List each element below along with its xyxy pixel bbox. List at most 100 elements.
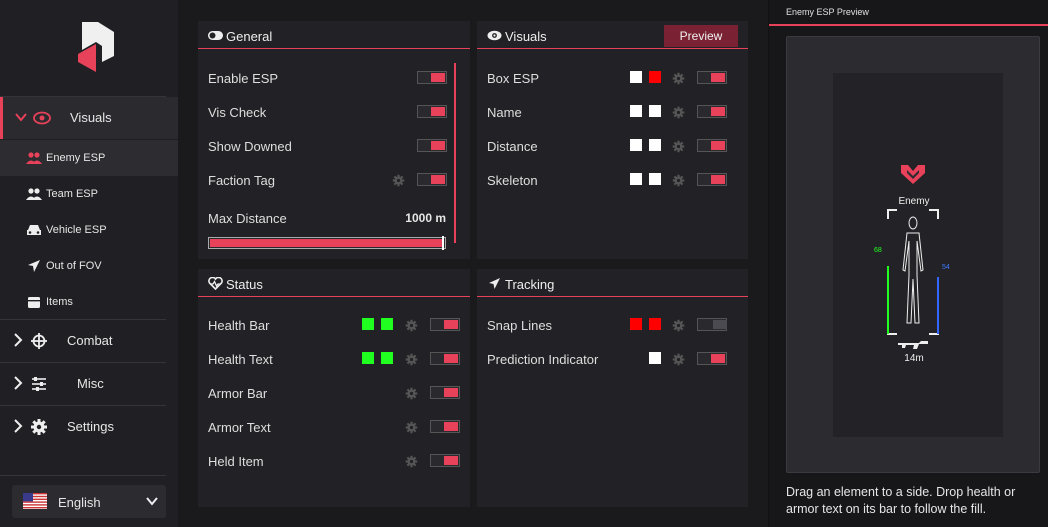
panel-header: Status <box>198 269 470 297</box>
row-show-downed: Show Downed <box>198 135 470 157</box>
armor-text-toggle[interactable] <box>430 420 460 433</box>
row-label: Armor Bar <box>208 386 268 401</box>
preview-box[interactable] <box>887 209 939 335</box>
preview-drop-zone[interactable] <box>833 73 1003 437</box>
gear-icon[interactable] <box>672 140 685 153</box>
gear-icon[interactable] <box>672 72 685 85</box>
gear-icon[interactable] <box>405 455 418 468</box>
box-icon <box>28 297 40 308</box>
color-swatch[interactable] <box>649 105 661 117</box>
box-esp-toggle[interactable] <box>697 71 727 84</box>
nav-combat[interactable]: Combat <box>0 320 178 362</box>
held-item-toggle[interactable] <box>430 454 460 467</box>
color-swatch[interactable] <box>630 173 642 185</box>
color-swatch[interactable] <box>381 352 393 364</box>
max-distance-slider[interactable] <box>208 236 446 250</box>
color-swatch[interactable] <box>649 318 661 330</box>
preview-enemy-name[interactable]: Enemy <box>898 196 930 207</box>
arrow-icon <box>489 278 500 289</box>
nav-sub-enemy-esp[interactable]: Enemy ESP <box>0 140 178 176</box>
nav-misc[interactable]: Misc <box>0 363 178 405</box>
gear-icon[interactable] <box>405 387 418 400</box>
nav-sub-out-of-fov[interactable]: Out of FOV <box>0 248 178 284</box>
preview-button[interactable]: Preview <box>664 25 738 47</box>
color-swatch[interactable] <box>630 105 642 117</box>
color-swatch[interactable] <box>362 318 374 330</box>
color-swatch[interactable] <box>649 71 661 83</box>
color-swatch[interactable] <box>630 139 642 151</box>
color-swatch[interactable] <box>630 318 642 330</box>
gear-icon[interactable] <box>405 353 418 366</box>
row-max-distance: Max Distance 1000 m <box>198 207 470 229</box>
health-text-toggle[interactable] <box>430 352 460 365</box>
gear-icon[interactable] <box>672 353 685 366</box>
enable-esp-toggle[interactable] <box>417 71 447 84</box>
preview-distance[interactable]: 14m <box>904 353 924 364</box>
row-label: Max Distance <box>208 211 287 226</box>
gear-icon[interactable] <box>405 319 418 332</box>
settings-area: General Enable ESP Vis Check Show Downed… <box>190 0 760 527</box>
gear-icon <box>31 419 47 435</box>
rifle-icon[interactable] <box>897 340 929 350</box>
car-icon <box>27 225 41 235</box>
nav-visuals[interactable]: Visuals <box>0 97 178 139</box>
gear-icon[interactable] <box>672 319 685 332</box>
row-snap-lines: Snap Lines <box>477 314 748 336</box>
color-swatch[interactable] <box>630 71 642 83</box>
nav-sub-team-esp[interactable]: Team ESP <box>0 176 178 212</box>
us-flag-icon <box>23 493 47 509</box>
name-toggle[interactable] <box>697 105 727 118</box>
preview-canvas[interactable]: Enemy 68 54 14m <box>786 36 1040 473</box>
nav-settings[interactable]: Settings <box>0 406 178 448</box>
color-swatch[interactable] <box>649 352 661 364</box>
sidebar: Visuals Enemy ESP Team ESP Vehicle ESP O… <box>0 0 178 527</box>
nav-sub-label: Vehicle ESP <box>46 224 107 236</box>
row-armor-bar: Armor Bar <box>198 382 470 404</box>
arrow-icon <box>28 260 40 272</box>
nav-sub-label: Out of FOV <box>46 260 102 272</box>
preview-divider <box>769 24 1048 26</box>
armor-text[interactable]: 54 <box>942 264 950 271</box>
skeleton-figure <box>902 216 924 324</box>
tracking-panel: Tracking Snap Lines Prediction Indicator <box>477 269 748 507</box>
row-label: Health Text <box>208 352 273 367</box>
nav-sub-vehicle-esp[interactable]: Vehicle ESP <box>0 212 178 248</box>
color-swatch[interactable] <box>649 139 661 151</box>
distance-toggle[interactable] <box>697 139 727 152</box>
gear-icon[interactable] <box>405 421 418 434</box>
color-swatch[interactable] <box>362 352 374 364</box>
row-armor-text: Armor Text <box>198 416 470 438</box>
skeleton-toggle[interactable] <box>697 173 727 186</box>
armor-bar[interactable] <box>937 277 939 334</box>
health-bar[interactable] <box>887 266 889 334</box>
chevron-right-icon <box>14 419 23 433</box>
row-label: Snap Lines <box>487 318 553 333</box>
status-panel: Status Health Bar Health Text Armor Bar … <box>198 269 470 507</box>
armor-bar-toggle[interactable] <box>430 386 460 399</box>
color-swatch[interactable] <box>649 173 661 185</box>
preview-title: Enemy ESP Preview <box>786 7 869 17</box>
brand-logo <box>78 22 114 72</box>
gear-icon[interactable] <box>672 106 685 119</box>
language-select[interactable]: English <box>12 485 166 518</box>
snap-lines-toggle[interactable] <box>697 318 727 331</box>
panel-title: Tracking <box>505 277 555 292</box>
row-health-bar: Health Bar <box>198 314 470 336</box>
visuals-panel: Visuals Preview Box ESP Name Distance Sk… <box>477 21 748 259</box>
gear-icon[interactable] <box>672 174 685 187</box>
show-downed-toggle[interactable] <box>417 139 447 152</box>
prediction-indicator-toggle[interactable] <box>697 352 727 365</box>
gear-icon[interactable] <box>392 174 405 187</box>
row-label: Health Bar <box>208 318 270 333</box>
eye-icon <box>487 30 502 41</box>
faction-tag-toggle[interactable] <box>417 173 447 186</box>
health-bar-toggle[interactable] <box>430 318 460 331</box>
scrollbar[interactable] <box>454 63 456 243</box>
row-label: Prediction Indicator <box>487 352 599 367</box>
vis-check-toggle[interactable] <box>417 105 447 118</box>
color-swatch[interactable] <box>381 318 393 330</box>
health-text[interactable]: 68 <box>874 247 882 254</box>
nav-sub-items[interactable]: Items <box>0 284 178 320</box>
sliders-icon <box>32 377 46 391</box>
